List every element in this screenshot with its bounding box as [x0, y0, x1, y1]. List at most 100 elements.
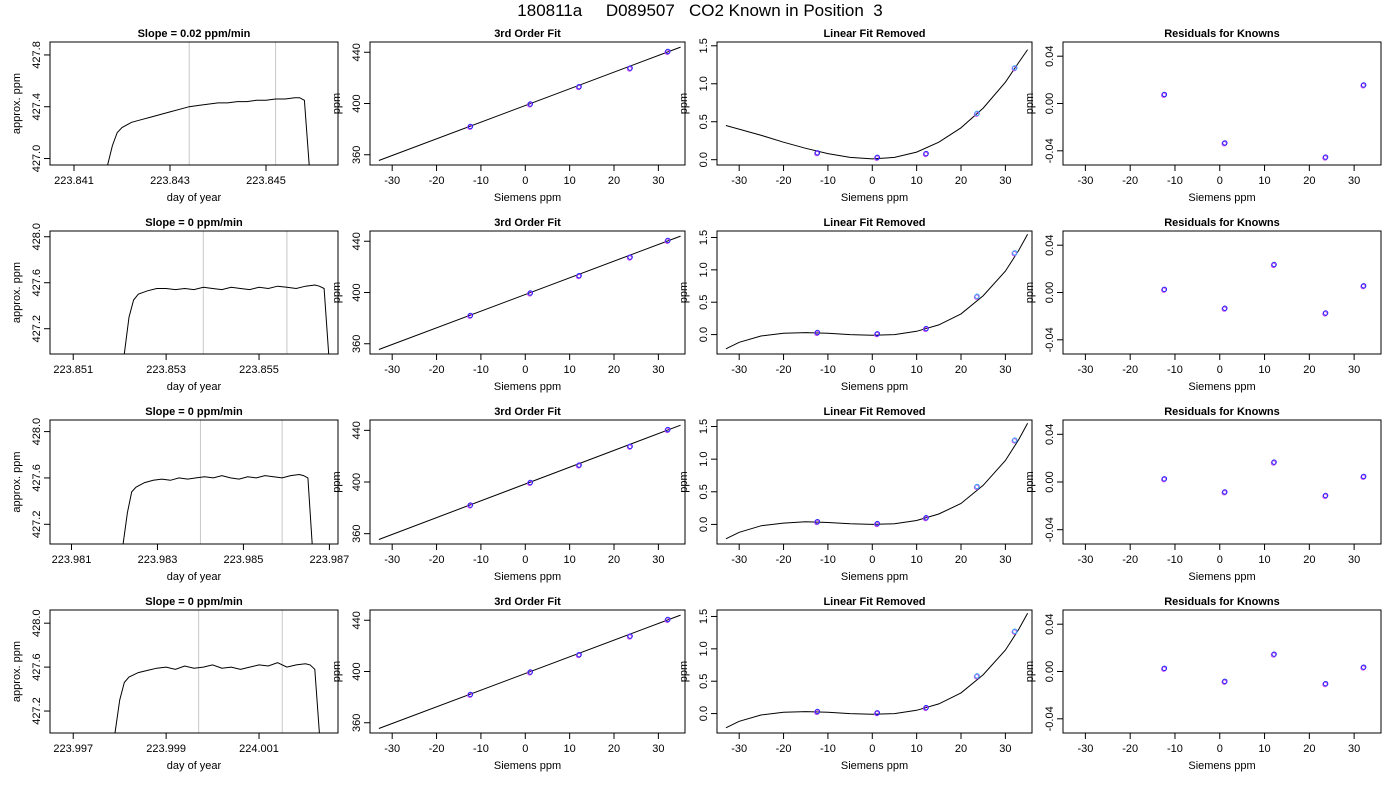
- data-point-measured: [1012, 628, 1018, 634]
- chart-title: Linear Fit Removed: [823, 28, 925, 40]
- y-tick-label: 0.5: [698, 674, 710, 689]
- chart-panel-15: Linear Fit Removed -30 -20 -10 0 10 20 30 0.0 0.5…: [678, 596, 1033, 772]
- y-tick-label: 427.0: [31, 145, 43, 173]
- y-axis-label: ppm: [1024, 661, 1036, 682]
- x-tick-label: -10: [820, 554, 836, 566]
- y-axis-label: ppm: [1024, 282, 1036, 303]
- data-point-measured: [874, 154, 881, 161]
- y-tick-label: 0.5: [698, 295, 710, 310]
- x-tick-label: -30: [384, 364, 400, 376]
- x-tick-label: -20: [776, 743, 792, 755]
- x-tick-label: 20: [1303, 743, 1315, 755]
- x-tick-label: 223.853: [146, 364, 186, 376]
- x-tick-label: -10: [1167, 554, 1183, 566]
- data-trace: [123, 284, 330, 354]
- x-tick-label: 0: [1217, 175, 1223, 187]
- data-point-measured: [527, 669, 534, 675]
- data-point-measured: [1012, 65, 1018, 71]
- y-tick-label: 400: [351, 473, 363, 491]
- y-axis-label: ppm: [678, 93, 690, 114]
- x-tick-label: 30: [652, 364, 664, 376]
- page-title: 180811a D089507 CO2 Known in Position 3: [517, 1, 883, 20]
- y-axis-label: ppm: [331, 661, 343, 682]
- fit-line: [378, 235, 681, 350]
- y-tick-label: -0.04: [1044, 517, 1056, 542]
- x-tick-label: 0: [522, 364, 528, 376]
- data-point-measured: [576, 272, 582, 279]
- y-axis-label: ppm: [331, 471, 343, 492]
- plot-area: [725, 612, 1029, 729]
- x-tick-label: -20: [429, 743, 445, 755]
- data-point-measured: [665, 237, 671, 244]
- data-point-measured: [627, 65, 633, 71]
- data-point-measured: [527, 290, 534, 296]
- plot-frame: [716, 609, 1033, 734]
- data-point-measured: [1360, 664, 1367, 670]
- x-tick-label: -30: [1077, 554, 1093, 566]
- data-point-measured: [665, 616, 671, 623]
- x-tick-label: 223.841: [54, 175, 94, 187]
- x-tick-label: -10: [820, 175, 836, 187]
- fit-line: [378, 614, 681, 729]
- y-tick-label: 0.04: [1044, 613, 1056, 634]
- x-tick-label: 10: [911, 175, 923, 187]
- x-tick-label: 0: [522, 743, 528, 755]
- chart-title: Linear Fit Removed: [823, 596, 925, 608]
- fit-curve: [725, 233, 1029, 350]
- chart-title: Slope = 0 ppm/min: [145, 596, 243, 608]
- y-tick-label: 440: [351, 611, 363, 629]
- x-tick-label: -20: [1122, 554, 1138, 566]
- data-point-measured: [576, 651, 582, 658]
- chart-panel-14: 3rd Order Fit -30 -20 -10 0 10 20 30 360 400 440 Si…: [331, 596, 686, 772]
- y-tick-label: 400: [351, 94, 363, 112]
- data-point-measured: [1271, 651, 1277, 657]
- x-axis-label: Siemens ppm: [1188, 381, 1255, 393]
- x-tick-label: 223.987: [310, 554, 350, 566]
- data-point-measured: [974, 110, 980, 117]
- data-point-measured: [874, 520, 881, 527]
- data-point-measured: [814, 708, 821, 715]
- plot-area: [1161, 459, 1367, 500]
- chart-title: 3rd Order Fit: [494, 406, 561, 418]
- y-tick-label: 427.6: [31, 653, 43, 681]
- data-point-measured: [1161, 476, 1168, 482]
- data-point-measured: [665, 426, 671, 433]
- x-tick-label: 30: [999, 364, 1011, 376]
- y-tick-label: 1.5: [698, 230, 710, 245]
- chart-panel-4: Residuals for Knowns -30 -20 -10 0 10 20 30 -0.0…: [1024, 28, 1382, 204]
- y-tick-label: 1.5: [698, 419, 710, 434]
- plot-area: [107, 97, 310, 165]
- y-tick-label: 440: [351, 232, 363, 250]
- chart-title: Residuals for Knowns: [1164, 406, 1280, 418]
- y-tick-label: 0.00: [1044, 661, 1056, 682]
- x-tick-label: -30: [1077, 364, 1093, 376]
- data-point-measured: [1271, 459, 1277, 465]
- plot-area: [725, 49, 1029, 161]
- x-tick-label: 30: [1348, 554, 1360, 566]
- data-point-measured: [923, 515, 929, 521]
- fit-line: [378, 46, 681, 161]
- y-axis-label: ppm: [1024, 471, 1036, 492]
- data-point-measured: [923, 150, 929, 157]
- chart-panel-6: 3rd Order Fit -30 -20 -10 0 10 20 30 360 400 440 Si…: [331, 217, 686, 393]
- chart-panel-3: Linear Fit Removed -30 -20 -10 0 10 20 30 0.0 0.5…: [678, 28, 1033, 204]
- y-tick-label: 427.8: [31, 41, 43, 69]
- chart-panel-7: Linear Fit Removed -30 -20 -10 0 10 20 30 0.0 0.5…: [678, 217, 1033, 393]
- y-tick-label: 428.0: [31, 609, 43, 637]
- y-tick-label: 1.5: [698, 609, 710, 624]
- x-tick-label: -20: [776, 364, 792, 376]
- x-tick-label: -20: [429, 364, 445, 376]
- data-point-measured: [1360, 473, 1367, 480]
- y-tick-label: 0.04: [1044, 234, 1056, 255]
- plot-area: [725, 423, 1029, 540]
- plot-frame: [716, 230, 1033, 355]
- x-axis-label: Siemens ppm: [494, 760, 561, 772]
- data-point-measured: [814, 329, 821, 336]
- x-tick-label: 30: [999, 554, 1011, 566]
- x-axis-label: day of year: [167, 571, 222, 583]
- chart-panel-1: Slope = 0.02 ppm/min 223.841 223.843 223.84…: [11, 28, 339, 204]
- data-point-measured: [1161, 665, 1168, 672]
- x-tick-label: -20: [776, 554, 792, 566]
- plot-frame: [49, 609, 339, 734]
- plot-area: [378, 46, 681, 161]
